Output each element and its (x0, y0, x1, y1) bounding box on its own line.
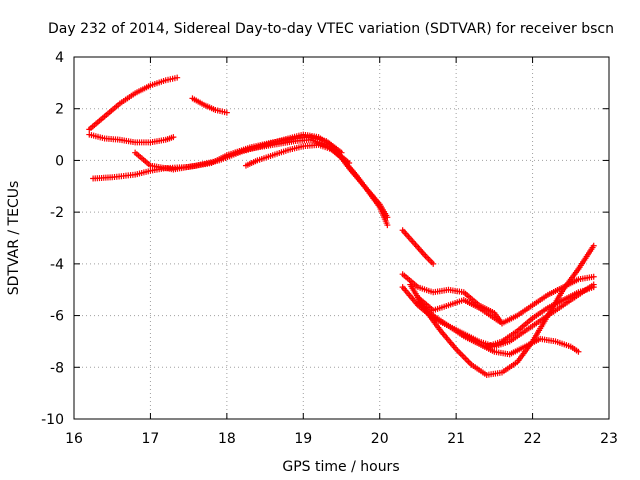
ticks-layer: 16 17 18 19 20 21 22 23 -10 -8 -6 -4 -2 0 2 4 (41, 50, 618, 447)
x-tick-label: 17 (142, 431, 160, 447)
data-point-marker (223, 109, 230, 116)
series-arc-7 (223, 134, 345, 159)
y-axis-label: SDTVAR / TECUs (6, 181, 22, 296)
y-tick-label: -4 (50, 257, 64, 273)
x-tick-label: 21 (447, 431, 465, 447)
y-tick-label: 0 (55, 153, 64, 169)
points-layer (86, 74, 597, 379)
series-arc-3 (189, 95, 230, 116)
x-axis-label: GPS time / hours (282, 459, 399, 475)
data-point-marker (170, 134, 177, 141)
data-point-marker (384, 214, 391, 221)
series-arc-1 (86, 74, 181, 133)
y-tick-label: -6 (50, 309, 64, 325)
x-tick-label: 22 (524, 431, 542, 447)
plot-frame (73, 56, 610, 420)
data-point-marker (384, 222, 391, 229)
x-tick-label: 23 (600, 431, 618, 447)
series-arc-13 (414, 294, 505, 327)
series-arc-12 (407, 242, 597, 379)
chart-title: Day 232 of 2014, Sidereal Day-to-day VTE… (48, 21, 614, 37)
data-point-marker (590, 242, 597, 249)
y-tick-label: -2 (50, 205, 64, 221)
data-point-marker (174, 74, 181, 81)
x-tick-label: 18 (218, 431, 236, 447)
series-arc-14 (483, 284, 597, 350)
series-arc-2 (86, 131, 177, 146)
grid-layer (74, 57, 609, 419)
y-tick-label: 4 (55, 50, 64, 66)
y-tick-label: -8 (50, 360, 64, 376)
data-point-marker (346, 160, 353, 167)
data-point-marker (338, 149, 345, 156)
data-point-marker (430, 260, 437, 267)
data-point-marker (499, 320, 505, 327)
series-arc-6 (242, 141, 353, 169)
data-point-marker (590, 284, 597, 291)
x-tick-label: 16 (65, 431, 83, 447)
x-tick-label: 19 (294, 431, 312, 447)
y-tick-label: -10 (41, 412, 64, 428)
series-arc-8 (399, 227, 437, 267)
y-tick-label: 2 (55, 102, 64, 118)
data-point-marker (575, 348, 582, 355)
data-point-marker (590, 273, 597, 280)
x-tick-label: 20 (371, 431, 389, 447)
